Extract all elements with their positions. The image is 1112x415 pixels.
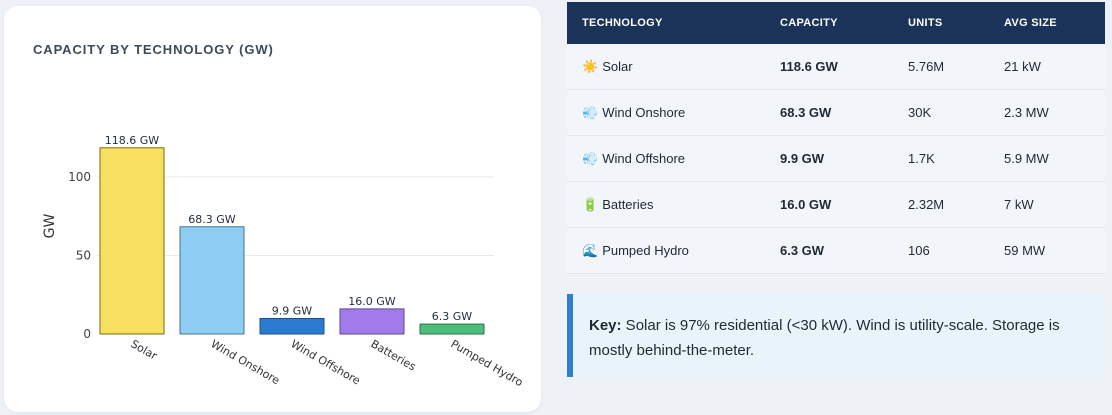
key-label: Key: (589, 317, 622, 334)
bar-data-label: 6.3 GW (432, 310, 473, 323)
cell-avg-size: 5.9 MW (989, 135, 1105, 182)
cell-technology: 🔋 Batteries (567, 181, 765, 228)
table-header-row: TECHNOLOGY CAPACITY UNITS AVG SIZE (567, 2, 1105, 44)
cell-capacity: 6.3 GW (765, 227, 893, 274)
cell-units: 30K (893, 89, 989, 136)
x-tick-label: Wind Offshore (289, 337, 363, 387)
bar (419, 323, 485, 335)
bar (259, 317, 325, 335)
cell-avg-size: 21 kW (989, 44, 1105, 90)
cell-capacity: 68.3 GW (765, 89, 893, 136)
cell-technology: 💨 Wind Onshore (567, 89, 765, 136)
cell-units: 106 (893, 227, 989, 274)
key-text: Solar is 97% residential (<30 kW). Wind … (589, 317, 1060, 359)
table-row: 🔋 Batteries 16.0 GW 2.32M 7 kW (567, 181, 1105, 228)
bar (339, 308, 405, 335)
technology-name: Wind Offshore (602, 150, 686, 166)
table-row: ☀️ Solar 118.6 GW 5.76M 21 kW (567, 44, 1105, 90)
technology-name: Batteries (602, 196, 654, 212)
x-tick-label: Batteries (369, 337, 419, 373)
y-axis-label: GW (42, 214, 58, 239)
x-tick-label: Solar (129, 337, 160, 363)
table-row: 💨 Wind Onshore 68.3 GW 30K 2.3 MW (567, 89, 1105, 136)
header-units: UNITS (908, 17, 943, 29)
chart-card: CAPACITY BY TECHNOLOGY (GW) 0 50 100 GW 118.… (4, 6, 541, 412)
y-tick-label: 50 (76, 249, 91, 263)
cell-avg-size: 2.3 MW (989, 89, 1105, 136)
cell-technology: 🌊 Pumped Hydro (567, 227, 765, 274)
bar (99, 147, 165, 335)
cell-avg-size: 7 kW (989, 181, 1105, 228)
wind-icon: 💨 (582, 104, 599, 120)
battery-icon: 🔋 (582, 196, 599, 212)
cell-technology: 💨 Wind Offshore (567, 135, 765, 182)
water-wave-icon: 🌊 (582, 242, 599, 258)
cell-avg-size: 59 MW (989, 227, 1105, 274)
header-avg-size: AVG SIZE (1004, 17, 1057, 29)
cell-units: 1.7K (893, 135, 989, 182)
x-tick-label: Pumped Hydro (449, 337, 526, 389)
table-row: 💨 Wind Offshore 9.9 GW 1.7K 5.9 MW (567, 135, 1105, 182)
technology-name: Pumped Hydro (602, 242, 689, 258)
key-callout: Key: Solar is 97% residential (<30 kW). … (567, 294, 1105, 377)
table-row: 🌊 Pumped Hydro 6.3 GW 106 59 MW (567, 227, 1105, 274)
y-tick-label: 0 (83, 327, 91, 341)
bar-data-label: 9.9 GW (272, 304, 313, 317)
capacity-bar-chart: 0 50 100 GW 118.6 GW Solar 68.3 GW Wind Onshore… (42, 134, 526, 390)
technology-table: TECHNOLOGY CAPACITY UNITS AVG SIZE ☀️ Sol… (567, 2, 1105, 274)
y-tick-label: 100 (68, 170, 91, 184)
cell-capacity: 9.9 GW (765, 135, 893, 182)
chart-title: CAPACITY BY TECHNOLOGY (GW) (33, 42, 274, 57)
cell-units: 2.32M (893, 181, 989, 228)
cell-capacity: 16.0 GW (765, 181, 893, 228)
technology-name: Wind Onshore (602, 104, 686, 120)
cell-units: 5.76M (893, 44, 989, 90)
cell-technology: ☀️ Solar (567, 44, 765, 90)
wind-icon: 💨 (582, 150, 599, 166)
header-capacity: CAPACITY (780, 17, 838, 29)
bar-data-label: 16.0 GW (348, 295, 396, 308)
technology-name: Solar (602, 58, 633, 74)
cell-capacity: 118.6 GW (765, 44, 893, 90)
bar-data-label: 68.3 GW (188, 213, 236, 226)
bar (179, 226, 245, 335)
technology-table-container: TECHNOLOGY CAPACITY UNITS AVG SIZE ☀️ Sol… (567, 2, 1105, 274)
sun-icon: ☀️ (582, 58, 599, 74)
x-tick-label: Wind Onshore (209, 337, 283, 387)
header-technology: TECHNOLOGY (582, 17, 663, 29)
bar-data-label: 118.6 GW (105, 134, 160, 147)
